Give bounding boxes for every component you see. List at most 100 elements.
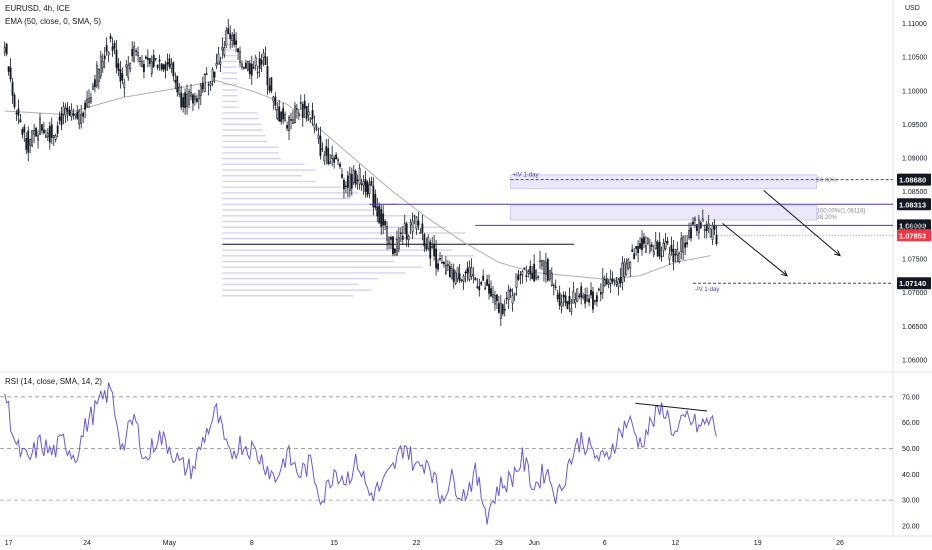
volume-profile-row xyxy=(222,77,238,80)
volume-profile-row xyxy=(222,232,466,234)
candle-body xyxy=(27,130,30,153)
candles xyxy=(3,18,718,326)
candle-body xyxy=(129,62,132,70)
candle-body xyxy=(501,304,504,315)
currency-label: USD xyxy=(905,5,920,12)
candle-body xyxy=(417,220,420,226)
candle-body xyxy=(95,65,98,87)
candle-body xyxy=(446,263,449,267)
candle-body xyxy=(627,259,630,270)
candle-body xyxy=(72,113,75,116)
candle-body xyxy=(696,224,698,231)
candle-body xyxy=(150,61,153,74)
price-tick-label: 1.09500 xyxy=(902,122,927,129)
volume-profile-row xyxy=(222,49,237,51)
candle-body xyxy=(176,76,179,93)
candle-body xyxy=(154,57,157,60)
volume-profile-row xyxy=(222,112,258,114)
candle-body xyxy=(144,56,147,59)
candle-body xyxy=(397,237,400,250)
candle-body xyxy=(282,108,285,120)
candle-body xyxy=(278,106,281,122)
candle-body xyxy=(76,111,79,119)
candle-body xyxy=(474,277,477,280)
candle-body xyxy=(101,60,104,69)
candle-body xyxy=(66,107,69,112)
rsi-indicator-label[interactable]: RSI (14, close, SMA, 14, 2) xyxy=(5,377,102,386)
fib-zone xyxy=(510,205,817,221)
candle-body xyxy=(301,104,304,118)
candle-body xyxy=(623,261,626,278)
candle-body xyxy=(564,295,567,304)
volume-profile-row xyxy=(222,89,238,91)
rsi-tick-label: 50.00 xyxy=(902,446,920,453)
candle-body xyxy=(103,55,106,60)
candle-body xyxy=(464,271,467,274)
candle-body xyxy=(374,193,377,208)
candle-body xyxy=(458,273,461,281)
price-tag: 1.08000 xyxy=(897,219,931,232)
arrow-shaft xyxy=(763,190,841,257)
candle-body xyxy=(407,235,410,240)
candle-body xyxy=(405,223,408,240)
volume-profile-row xyxy=(222,220,388,223)
candle-body xyxy=(617,279,620,287)
candle-body xyxy=(276,109,279,119)
rsi-tick-label: 30.00 xyxy=(902,498,920,505)
candle-body xyxy=(17,108,20,116)
candle-body xyxy=(697,219,700,234)
candle-body xyxy=(637,246,639,254)
candle-body xyxy=(9,67,12,80)
candle-body xyxy=(615,281,618,285)
candle-body xyxy=(525,275,528,277)
candle-body xyxy=(711,225,714,240)
candle-body xyxy=(421,223,424,233)
candle-body xyxy=(258,58,261,69)
candle-body xyxy=(243,67,245,69)
candle-body xyxy=(307,111,310,116)
candle-body xyxy=(294,105,296,123)
axes: 1.11000 1.10500 1.10000 1.09500 1.09000 1.085… xyxy=(5,21,928,547)
candle-body xyxy=(535,269,538,279)
candle-body xyxy=(505,297,508,300)
candle-body xyxy=(54,135,57,140)
candle-body xyxy=(643,236,645,244)
candle-body xyxy=(486,279,488,286)
candle-body xyxy=(313,123,316,129)
volume-profile-row xyxy=(222,152,280,154)
ema-indicator-label[interactable]: EMA (50, close, 0, SMA, 5) xyxy=(5,17,102,26)
candle-body xyxy=(97,69,100,82)
time-tick-label: 8 xyxy=(250,540,254,547)
symbol-title[interactable]: EURUSD, 4h, ICE xyxy=(5,4,70,13)
candle-body xyxy=(494,295,496,305)
candle-body xyxy=(123,82,126,88)
candle-body xyxy=(703,229,706,231)
candle-body xyxy=(41,124,43,131)
candle-body xyxy=(168,58,171,67)
candle-body xyxy=(390,237,392,240)
candle-body xyxy=(197,90,200,100)
candle-body xyxy=(497,303,500,313)
candle-body xyxy=(399,232,402,234)
price-tick-label: 1.07000 xyxy=(902,290,927,297)
candle-body xyxy=(268,85,271,91)
candle-body xyxy=(248,63,251,75)
candle-body xyxy=(117,63,120,71)
candle-body xyxy=(209,82,212,86)
candle-body xyxy=(86,98,88,107)
candle-body xyxy=(460,279,463,282)
candle-body xyxy=(456,267,459,280)
candle-body xyxy=(531,272,534,279)
candle-body xyxy=(221,46,224,51)
candle-body xyxy=(158,59,161,62)
candle-body xyxy=(445,264,447,274)
candle-body xyxy=(533,263,536,282)
candle-body xyxy=(33,130,36,135)
candle-body xyxy=(668,253,671,260)
candle-body xyxy=(388,236,390,244)
volume-profile-row xyxy=(222,129,263,131)
time-tick-label: 12 xyxy=(671,540,679,547)
candle-body xyxy=(701,218,704,222)
candle-body xyxy=(366,181,369,196)
candle-body xyxy=(537,276,539,278)
